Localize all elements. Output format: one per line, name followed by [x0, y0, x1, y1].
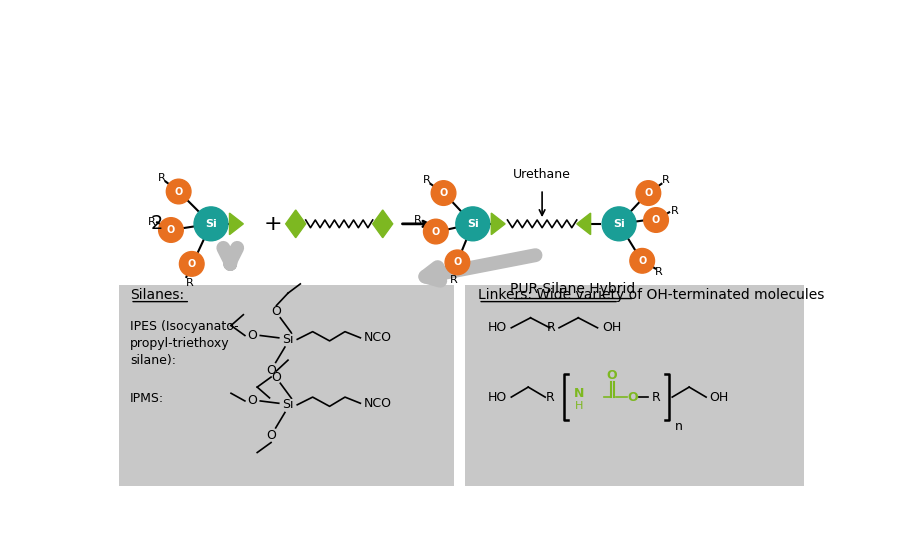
- Circle shape: [424, 219, 448, 244]
- Text: O: O: [652, 215, 661, 225]
- Text: O: O: [272, 305, 282, 318]
- Text: Si: Si: [205, 219, 217, 229]
- Text: R: R: [158, 173, 166, 183]
- Text: OH: OH: [602, 321, 621, 334]
- FancyBboxPatch shape: [119, 285, 454, 486]
- Text: O: O: [627, 390, 638, 404]
- Polygon shape: [373, 210, 392, 238]
- Circle shape: [456, 207, 490, 241]
- Text: O: O: [644, 188, 652, 198]
- FancyBboxPatch shape: [465, 285, 804, 486]
- Text: O: O: [266, 429, 276, 442]
- Text: Silanes:: Silanes:: [130, 288, 184, 302]
- Text: O: O: [432, 227, 440, 236]
- Text: Urethane: Urethane: [513, 168, 571, 182]
- Circle shape: [194, 207, 228, 241]
- Circle shape: [644, 208, 669, 232]
- Text: O: O: [454, 257, 462, 267]
- Text: Linkers: Wide variety of OH-terminated molecules: Linkers: Wide variety of OH-terminated m…: [478, 288, 824, 302]
- Text: R: R: [413, 215, 421, 225]
- Text: IPES (Isocyanato-
propyl-triethoxy
silane):: IPES (Isocyanato- propyl-triethoxy silan…: [130, 320, 238, 367]
- Circle shape: [630, 249, 654, 273]
- Text: Si: Si: [283, 398, 293, 411]
- Text: PUR-Silane Hybrid: PUR-Silane Hybrid: [510, 282, 635, 296]
- Text: O: O: [272, 371, 282, 383]
- Text: O: O: [439, 188, 447, 198]
- Circle shape: [431, 181, 456, 205]
- Text: R: R: [547, 321, 555, 334]
- Text: O: O: [606, 369, 616, 382]
- Text: HO: HO: [488, 390, 508, 404]
- Circle shape: [602, 207, 636, 241]
- Text: O: O: [187, 259, 196, 269]
- Text: HO: HO: [488, 321, 508, 334]
- Text: +: +: [264, 214, 282, 234]
- Text: O: O: [638, 256, 646, 266]
- Text: R: R: [670, 206, 679, 216]
- Polygon shape: [230, 213, 243, 235]
- Text: H: H: [575, 402, 583, 411]
- Text: R: R: [423, 175, 430, 185]
- Circle shape: [179, 251, 204, 276]
- Text: NCO: NCO: [364, 397, 392, 410]
- Text: Si: Si: [467, 219, 479, 229]
- Text: R: R: [186, 278, 194, 288]
- Text: 2: 2: [151, 214, 163, 233]
- Text: O: O: [175, 186, 183, 196]
- Text: N: N: [574, 387, 584, 400]
- Text: O: O: [166, 225, 176, 235]
- Circle shape: [166, 179, 191, 204]
- Text: O: O: [248, 329, 257, 342]
- Text: R: R: [662, 175, 670, 185]
- Circle shape: [636, 181, 661, 205]
- Circle shape: [446, 250, 470, 274]
- Text: Si: Si: [613, 219, 625, 229]
- Circle shape: [158, 218, 184, 243]
- Polygon shape: [491, 213, 505, 235]
- Polygon shape: [577, 213, 590, 235]
- Text: NCO: NCO: [364, 331, 392, 344]
- Text: R: R: [450, 275, 457, 285]
- Text: O: O: [266, 364, 276, 377]
- Text: n: n: [675, 420, 683, 433]
- Polygon shape: [285, 210, 306, 238]
- Text: R: R: [545, 390, 554, 404]
- Text: Si: Si: [283, 333, 293, 346]
- Text: R: R: [148, 217, 156, 227]
- Text: R: R: [655, 267, 663, 277]
- Text: OH: OH: [709, 390, 728, 404]
- Text: R: R: [652, 390, 661, 404]
- Text: IPMS:: IPMS:: [130, 392, 165, 405]
- Text: O: O: [248, 394, 257, 408]
